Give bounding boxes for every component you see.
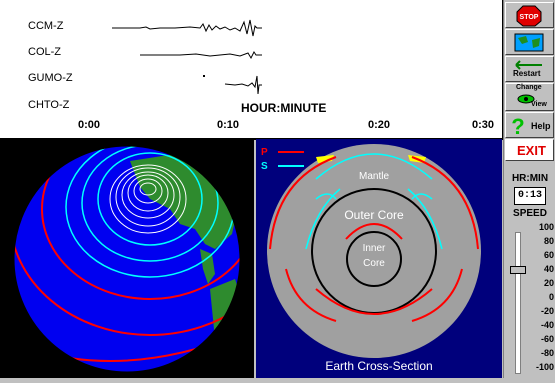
globe-view	[13, 145, 241, 373]
restart-icon	[515, 60, 542, 70]
stop-label: STOP	[520, 14, 539, 21]
cross-section-panel: P S Mantle Outer Core Inner Core Earth C…	[256, 139, 502, 378]
question-mark-icon: ?	[511, 114, 524, 137]
map-button[interactable]	[505, 29, 554, 55]
legend-p-label: P	[261, 147, 268, 158]
central-america-land	[200, 249, 215, 284]
station-label-gumo: GUMO-Z	[28, 72, 73, 84]
exit-label: EXIT	[517, 143, 546, 158]
inner-core-label-2: Core	[363, 258, 385, 269]
hrmin-label: HR:MIN	[511, 173, 549, 184]
speed-tick: 0	[548, 292, 554, 302]
help-button[interactable]: ? Help	[505, 112, 554, 138]
view-label: View	[531, 101, 547, 108]
stop-button[interactable]: STOP	[505, 2, 554, 28]
tick-label: 0:00	[78, 119, 101, 131]
south-america-land	[210, 279, 240, 359]
trace-gumo-marker	[203, 75, 205, 77]
speed-slider-track[interactable]	[515, 232, 521, 374]
speed-tick: -40	[540, 320, 554, 330]
hrmin-display: 0:13	[514, 187, 546, 205]
speed-tick: 60	[543, 250, 554, 260]
speed-tick: -60	[540, 334, 554, 344]
change-view-button[interactable]: Change View	[505, 83, 554, 111]
station-label-ccm: CCM-Z	[28, 20, 64, 32]
time-axis-title: HOUR:MINUTE	[241, 101, 327, 115]
cross-section-title: Earth Cross-Section	[325, 359, 433, 373]
trace-col	[140, 51, 262, 60]
inner-core-label-1: Inner	[363, 243, 386, 254]
speed-tick: 80	[543, 236, 554, 246]
speed-tick: 40	[543, 264, 554, 274]
outer-core-label: Outer Core	[344, 208, 404, 222]
tick-label: 0:30	[472, 119, 495, 131]
mantle-label: Mantle	[359, 171, 389, 182]
mantle-disc	[267, 144, 481, 358]
restart-label: Restart	[513, 69, 541, 78]
seismogram-panel: CCM-Z COL-Z GUMO-Z CHTO-Z HOUR:MINUTE 0:…	[0, 0, 503, 140]
trace-ccm	[112, 19, 262, 37]
inner-core-ring	[346, 231, 402, 287]
station-label-chto: CHTO-Z	[28, 99, 70, 111]
speed-label: SPEED	[513, 208, 547, 219]
help-label: Help	[531, 121, 551, 131]
world-map-icon	[514, 33, 544, 52]
trace-chto	[224, 75, 262, 95]
seismogram-traces	[112, 19, 262, 95]
exit-button[interactable]: EXIT	[505, 139, 554, 161]
eye-icon	[517, 94, 535, 104]
speed-tick: -80	[540, 348, 554, 358]
tick-label: 0:10	[217, 119, 240, 131]
stop-icon: STOP	[516, 5, 542, 27]
tick-label: 0:20	[368, 119, 391, 131]
change-label: Change	[516, 84, 542, 91]
speed-slider-thumb[interactable]	[510, 266, 526, 274]
svg-text:?: ?	[511, 114, 524, 137]
globe-view-panel	[0, 139, 254, 378]
legend-s-label: S	[261, 161, 268, 172]
speed-tick: -100	[535, 362, 554, 372]
restart-button[interactable]: Restart	[505, 56, 554, 82]
earth-cross-section: P S Mantle Outer Core Inner Core	[261, 144, 481, 358]
station-label-col: COL-Z	[28, 46, 61, 58]
toolbar: STOP Restart Change View ? Help EXIT HR:…	[503, 0, 555, 378]
speed-tick: 20	[543, 278, 554, 288]
speed-tick: 100	[538, 222, 554, 232]
speed-tick: -20	[540, 306, 554, 316]
